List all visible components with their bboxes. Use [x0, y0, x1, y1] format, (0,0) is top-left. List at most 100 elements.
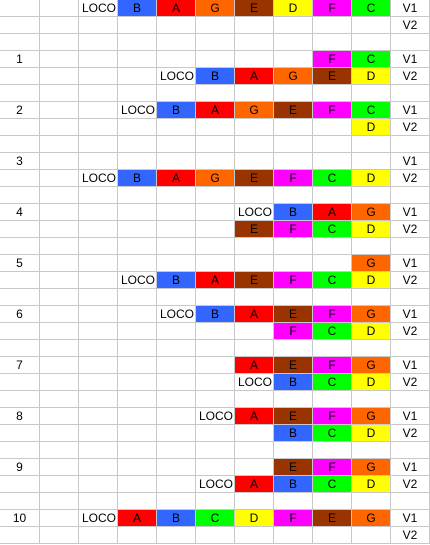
empty-cell[interactable] — [235, 391, 274, 408]
empty-cell[interactable] — [274, 85, 313, 102]
empty-cell[interactable] — [118, 51, 157, 68]
row-number-cell[interactable] — [0, 425, 40, 442]
wagon-cell-g[interactable]: G — [274, 68, 313, 85]
row-number-cell[interactable]: 4 — [0, 204, 40, 221]
empty-cell[interactable] — [40, 425, 79, 442]
empty-cell[interactable] — [79, 289, 118, 306]
row-number-cell[interactable] — [0, 136, 40, 153]
empty-cell[interactable] — [40, 408, 79, 425]
track-label-cell[interactable]: V2 — [391, 323, 430, 340]
empty-cell[interactable] — [235, 34, 274, 51]
empty-cell[interactable] — [352, 391, 391, 408]
wagon-cell-c[interactable]: C — [352, 0, 391, 17]
wagon-cell-b[interactable]: B — [157, 272, 196, 289]
loco-cell[interactable]: LOCO — [196, 476, 235, 493]
empty-cell[interactable] — [157, 221, 196, 238]
row-number-cell[interactable] — [0, 289, 40, 306]
loco-cell[interactable]: LOCO — [79, 0, 118, 17]
empty-cell[interactable] — [313, 187, 352, 204]
track-label-cell[interactable]: V2 — [391, 425, 430, 442]
track-label-cell[interactable] — [391, 493, 430, 510]
wagon-cell-e[interactable]: E — [274, 306, 313, 323]
empty-cell[interactable] — [274, 238, 313, 255]
loco-cell[interactable]: LOCO — [196, 408, 235, 425]
empty-cell[interactable] — [79, 187, 118, 204]
wagon-cell-b[interactable]: B — [196, 306, 235, 323]
empty-cell[interactable] — [196, 357, 235, 374]
track-label-cell[interactable]: V2 — [391, 527, 430, 544]
empty-cell[interactable] — [79, 238, 118, 255]
wagon-cell-g[interactable]: G — [352, 408, 391, 425]
empty-cell[interactable] — [313, 340, 352, 357]
empty-cell[interactable] — [40, 68, 79, 85]
empty-cell[interactable] — [274, 51, 313, 68]
empty-cell[interactable] — [79, 323, 118, 340]
empty-cell[interactable] — [40, 17, 79, 34]
empty-cell[interactable] — [118, 374, 157, 391]
row-number-cell[interactable]: 8 — [0, 408, 40, 425]
empty-cell[interactable] — [196, 204, 235, 221]
empty-cell[interactable] — [40, 476, 79, 493]
row-number-cell[interactable] — [0, 221, 40, 238]
empty-cell[interactable] — [196, 493, 235, 510]
empty-cell[interactable] — [196, 459, 235, 476]
empty-cell[interactable] — [79, 408, 118, 425]
empty-cell[interactable] — [118, 136, 157, 153]
empty-cell[interactable] — [274, 153, 313, 170]
wagon-cell-g[interactable]: G — [196, 170, 235, 187]
wagon-cell-f[interactable]: F — [313, 408, 352, 425]
track-label-cell[interactable] — [391, 34, 430, 51]
track-label-cell[interactable]: V2 — [391, 68, 430, 85]
empty-cell[interactable] — [196, 119, 235, 136]
empty-cell[interactable] — [79, 153, 118, 170]
track-label-cell[interactable]: V1 — [391, 102, 430, 119]
wagon-cell-b[interactable]: B — [274, 374, 313, 391]
empty-cell[interactable] — [235, 323, 274, 340]
empty-cell[interactable] — [79, 425, 118, 442]
empty-cell[interactable] — [352, 153, 391, 170]
track-label-cell[interactable] — [391, 340, 430, 357]
wagon-cell-b[interactable]: B — [274, 425, 313, 442]
track-label-cell[interactable]: V2 — [391, 119, 430, 136]
empty-cell[interactable] — [157, 340, 196, 357]
row-number-cell[interactable] — [0, 187, 40, 204]
empty-cell[interactable] — [274, 442, 313, 459]
wagon-cell-f[interactable]: F — [313, 357, 352, 374]
wagon-cell-d[interactable]: D — [352, 272, 391, 289]
empty-cell[interactable] — [196, 527, 235, 544]
empty-cell[interactable] — [118, 323, 157, 340]
empty-cell[interactable] — [196, 289, 235, 306]
wagon-cell-f[interactable]: F — [313, 51, 352, 68]
row-number-cell[interactable] — [0, 340, 40, 357]
empty-cell[interactable] — [235, 425, 274, 442]
track-label-cell[interactable]: V1 — [391, 306, 430, 323]
wagon-cell-f[interactable]: F — [313, 102, 352, 119]
empty-cell[interactable] — [157, 442, 196, 459]
empty-cell[interactable] — [352, 187, 391, 204]
empty-cell[interactable] — [40, 238, 79, 255]
empty-cell[interactable] — [118, 408, 157, 425]
empty-cell[interactable] — [313, 119, 352, 136]
row-number-cell[interactable] — [0, 323, 40, 340]
wagon-cell-b[interactable]: B — [157, 510, 196, 527]
empty-cell[interactable] — [196, 374, 235, 391]
wagon-cell-e[interactable]: E — [313, 510, 352, 527]
row-number-cell[interactable] — [0, 527, 40, 544]
empty-cell[interactable] — [235, 255, 274, 272]
track-label-cell[interactable]: V2 — [391, 374, 430, 391]
empty-cell[interactable] — [235, 289, 274, 306]
empty-cell[interactable] — [196, 442, 235, 459]
empty-cell[interactable] — [157, 374, 196, 391]
row-number-cell[interactable] — [0, 68, 40, 85]
empty-cell[interactable] — [235, 136, 274, 153]
empty-cell[interactable] — [196, 85, 235, 102]
wagon-cell-a[interactable]: A — [118, 510, 157, 527]
wagon-cell-e[interactable]: E — [235, 272, 274, 289]
empty-cell[interactable] — [313, 527, 352, 544]
empty-cell[interactable] — [352, 527, 391, 544]
row-number-cell[interactable]: 10 — [0, 510, 40, 527]
row-number-cell[interactable] — [0, 272, 40, 289]
empty-cell[interactable] — [196, 136, 235, 153]
wagon-cell-e[interactable]: E — [235, 0, 274, 17]
empty-cell[interactable] — [196, 340, 235, 357]
